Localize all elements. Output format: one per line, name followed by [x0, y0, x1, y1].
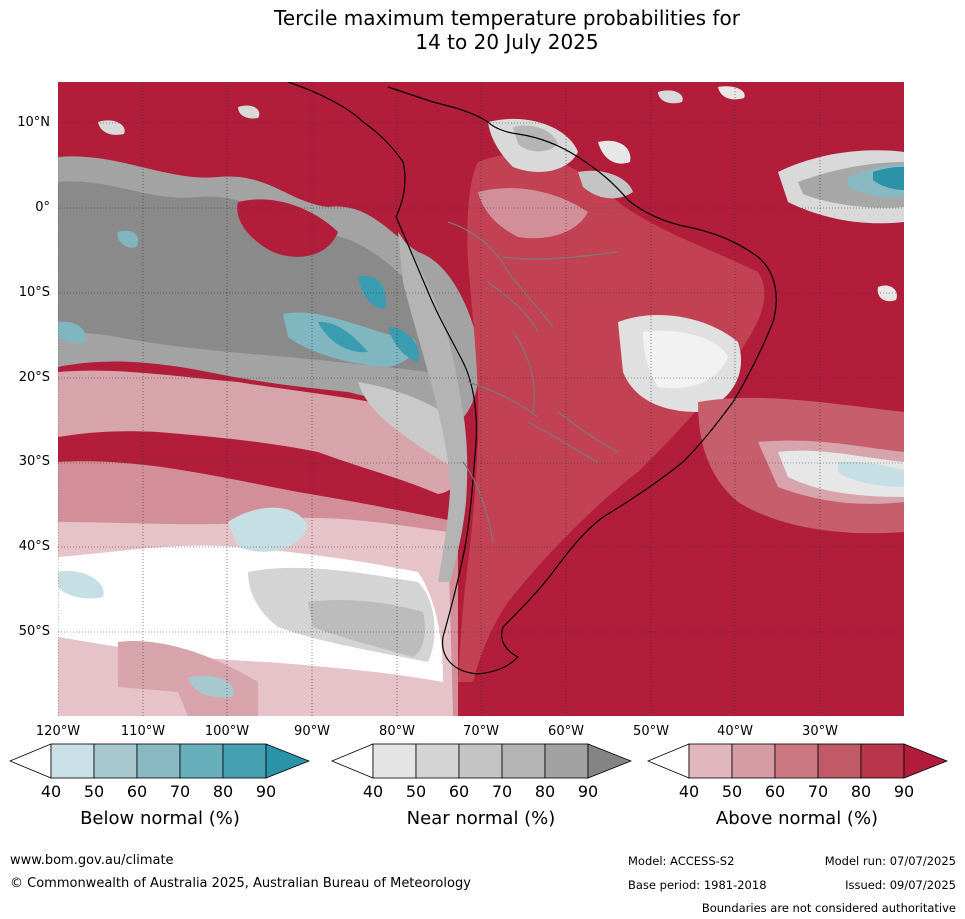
lon-label-120w: 120°W [35, 724, 81, 739]
lat-label-50s: 50°S [18, 624, 50, 639]
lat-label-20s: 20°S [18, 370, 50, 385]
below-colorbar-tick-label: 70 [169, 782, 191, 801]
lon-label-110w: 110°W [120, 724, 166, 739]
above-normal-colorbar [646, 743, 948, 779]
lon-label-40w: 40°W [717, 724, 753, 739]
near-normal-colorbar [330, 743, 632, 779]
near-colorbar-high-arrow [587, 743, 632, 779]
lon-label-70w: 70°W [463, 724, 499, 739]
above-normal-title: Above normal (%) [715, 808, 879, 829]
below-colorbar-segment [179, 743, 224, 779]
above-colorbar-low-arrow [646, 743, 690, 779]
below-colorbar-tick-label: 90 [255, 782, 277, 801]
footer-model: Model: ACCESS-S2 [628, 854, 735, 868]
below-colorbar-low-arrow [8, 743, 52, 779]
near-colorbar-segment [415, 743, 460, 779]
map-title: Tercile maximum temperature probabilitie… [274, 6, 740, 30]
lon-label-80w: 80°W [379, 724, 415, 739]
below-colorbar-segment [136, 743, 181, 779]
below-colorbar-segment [50, 743, 95, 779]
lon-label-50w: 50°W [633, 724, 669, 739]
above-colorbar-tick-label: 60 [764, 782, 786, 801]
below-colorbar-segment [222, 743, 267, 779]
above-colorbar-segment [774, 743, 819, 779]
footer-url[interactable]: www.bom.gov.au/climate [10, 853, 174, 868]
footer-disclaimer: Boundaries are not considered authoritat… [701, 901, 956, 915]
above-colorbar-segment [688, 743, 733, 779]
footer-base-period: Base period: 1981-2018 [628, 878, 767, 892]
footer-issued: Issued: 09/07/2025 [845, 878, 956, 892]
lon-label-30w: 30°W [802, 724, 838, 739]
lat-label-30s: 30°S [18, 454, 50, 469]
near-colorbar-segment [372, 743, 417, 779]
below-colorbar-tick-label: 50 [83, 782, 105, 801]
near-colorbar-tick-label: 70 [491, 782, 513, 801]
lon-label-60w: 60°W [548, 724, 584, 739]
above-colorbar-tick-label: 90 [893, 782, 915, 801]
above-colorbar-tick-label: 70 [807, 782, 829, 801]
near-colorbar-segment [544, 743, 589, 779]
near-normal-title: Near normal (%) [406, 808, 556, 829]
near-colorbar-segment [458, 743, 503, 779]
above-colorbar-high-arrow [903, 743, 948, 779]
above-colorbar-tick-label: 50 [721, 782, 743, 801]
lat-label-0: 0° [35, 200, 50, 215]
below-normal-title: Below normal (%) [80, 808, 240, 829]
near-colorbar-segment [501, 743, 546, 779]
probability-map [58, 82, 904, 716]
below-colorbar-tick-label: 60 [126, 782, 148, 801]
map-subtitle: 14 to 20 July 2025 [415, 30, 599, 54]
above-colorbar-tick-label: 40 [678, 782, 700, 801]
near-colorbar-tick-label: 80 [534, 782, 556, 801]
below-colorbar-tick-label: 80 [212, 782, 234, 801]
near-colorbar-tick-label: 90 [577, 782, 599, 801]
near-colorbar-tick-label: 60 [448, 782, 470, 801]
lon-label-100w: 100°W [204, 724, 250, 739]
above-colorbar-segment [731, 743, 776, 779]
near-colorbar-tick-label: 40 [362, 782, 384, 801]
lat-label-40s: 40°S [18, 539, 50, 554]
above-colorbar-segment [817, 743, 862, 779]
below-normal-colorbar [8, 743, 310, 779]
footer-copyright: © Commonwealth of Australia 2025, Austra… [10, 876, 471, 891]
near-colorbar-tick-label: 50 [405, 782, 427, 801]
below-colorbar-high-arrow [265, 743, 310, 779]
above-colorbar-tick-label: 80 [850, 782, 872, 801]
below-colorbar-tick-label: 40 [40, 782, 62, 801]
lon-label-90w: 90°W [294, 724, 330, 739]
footer-model-run: Model run: 07/07/2025 [824, 854, 956, 868]
lat-label-10n: 10°N [17, 115, 50, 130]
near-colorbar-low-arrow [330, 743, 374, 779]
below-colorbar-segment [93, 743, 138, 779]
above-colorbar-segment [860, 743, 905, 779]
lat-label-10s: 10°S [18, 285, 50, 300]
